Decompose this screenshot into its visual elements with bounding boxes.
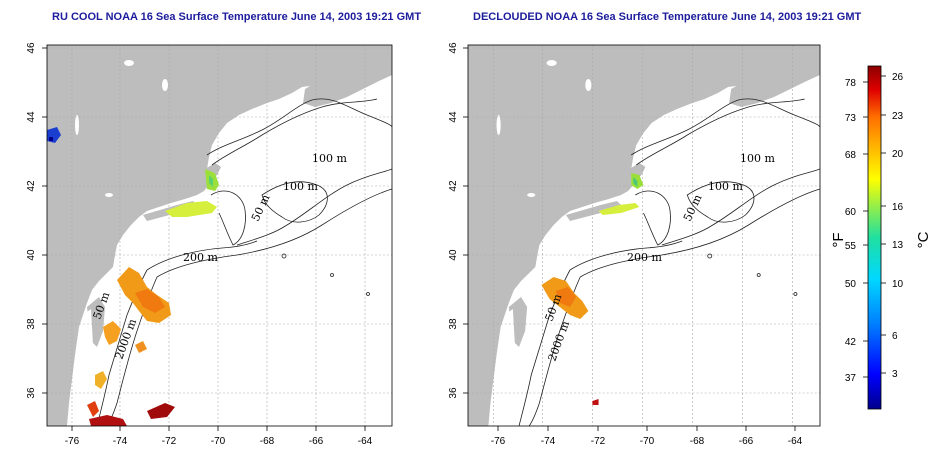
lon-tick-label: -76	[491, 436, 506, 447]
lon-tick-label: -76	[65, 436, 80, 447]
lon-tick-label: -72	[591, 436, 606, 447]
celsius-tick: 6	[892, 331, 898, 342]
lat-tick-label: 42	[26, 180, 37, 192]
lat-tick-label: 40	[26, 249, 37, 261]
celsius-tick: 3	[892, 369, 898, 380]
lon-tick-label: -66	[739, 436, 754, 447]
fahrenheit-tick: 73	[845, 113, 857, 124]
celsius-tick: 10	[892, 279, 904, 290]
right-axes	[463, 47, 796, 431]
lon-tick-label: -72	[162, 436, 177, 447]
lat-tick-label: 38	[26, 318, 37, 330]
contour-label-200m: 200 m	[183, 251, 218, 264]
lat-tick-label: 46	[448, 42, 459, 54]
colorbar-celsius-ticks: 26 23 20 16 13 10 6 3	[892, 72, 904, 380]
contour-label-200m-right: 200 m	[627, 251, 662, 264]
left-lon-tick-labels: -76 -74 -72 -70 -68 -66 -64	[65, 436, 373, 447]
celsius-tick: 26	[892, 72, 904, 83]
left-lat-tick-labels: 46 44 42 40 38 36	[26, 42, 37, 399]
fahrenheit-tick: 78	[845, 78, 857, 89]
left-sst-patches	[47, 127, 219, 426]
fahrenheit-tick: 60	[845, 207, 857, 218]
lat-tick-label: 36	[26, 387, 37, 399]
celsius-tick: 13	[892, 240, 904, 251]
colorbar: 78 73 68 60 55 50 42 37 26 23 20 16 13 1…	[830, 65, 932, 410]
colorbar-gradient	[867, 65, 882, 410]
left-map	[46, 44, 393, 427]
right-lat-tick-labels: 46 44 42 40 38 36	[448, 42, 459, 399]
fahrenheit-unit-label: °F	[830, 232, 847, 247]
celsius-tick: 23	[892, 111, 904, 122]
lon-tick-label: -64	[788, 436, 803, 447]
lat-tick-label: 40	[448, 249, 459, 261]
colorbar-fahrenheit-ticks: 78 73 68 60 55 50 42 37	[845, 78, 857, 384]
lat-tick-label: 44	[448, 111, 459, 123]
contour-label-100m-b-right: 100 m	[708, 180, 743, 193]
celsius-tick: 16	[892, 202, 904, 213]
contour-label-100m-b: 100 m	[283, 180, 318, 193]
fahrenheit-tick: 68	[845, 150, 857, 161]
lon-tick-label: -74	[541, 436, 556, 447]
right-lon-tick-labels: -76 -74 -72 -70 -68 -66 -64	[491, 436, 803, 447]
left-axes	[42, 47, 366, 431]
lon-tick-label: -68	[260, 436, 275, 447]
fahrenheit-tick: 42	[845, 337, 857, 348]
lon-tick-label: -68	[690, 436, 705, 447]
celsius-tick: 20	[892, 149, 904, 160]
contour-label-100m-a: 100 m	[312, 152, 347, 165]
lon-tick-label: -74	[113, 436, 128, 447]
lat-tick-label: 38	[448, 318, 459, 330]
celsius-unit-label: °C	[915, 231, 932, 248]
lat-tick-label: 36	[448, 387, 459, 399]
right-map	[467, 44, 821, 427]
lon-tick-label: -70	[640, 436, 655, 447]
fahrenheit-tick: 55	[845, 241, 857, 252]
left-map-title: RU COOL NOAA 16 Sea Surface Temperature …	[52, 11, 422, 23]
lat-tick-label: 44	[26, 111, 37, 123]
lon-tick-label: -64	[358, 436, 373, 447]
right-sst-patches	[541, 173, 644, 405]
contour-label-100m-a-right: 100 m	[740, 152, 775, 165]
lat-tick-label: 46	[26, 42, 37, 54]
right-map-title: DECLOUDED NOAA 16 Sea Surface Temperatur…	[473, 11, 862, 23]
lon-tick-label: -70	[211, 436, 226, 447]
lon-tick-label: -66	[309, 436, 324, 447]
fahrenheit-tick: 37	[845, 373, 857, 384]
fahrenheit-tick: 50	[845, 279, 857, 290]
lat-tick-label: 42	[448, 180, 459, 192]
